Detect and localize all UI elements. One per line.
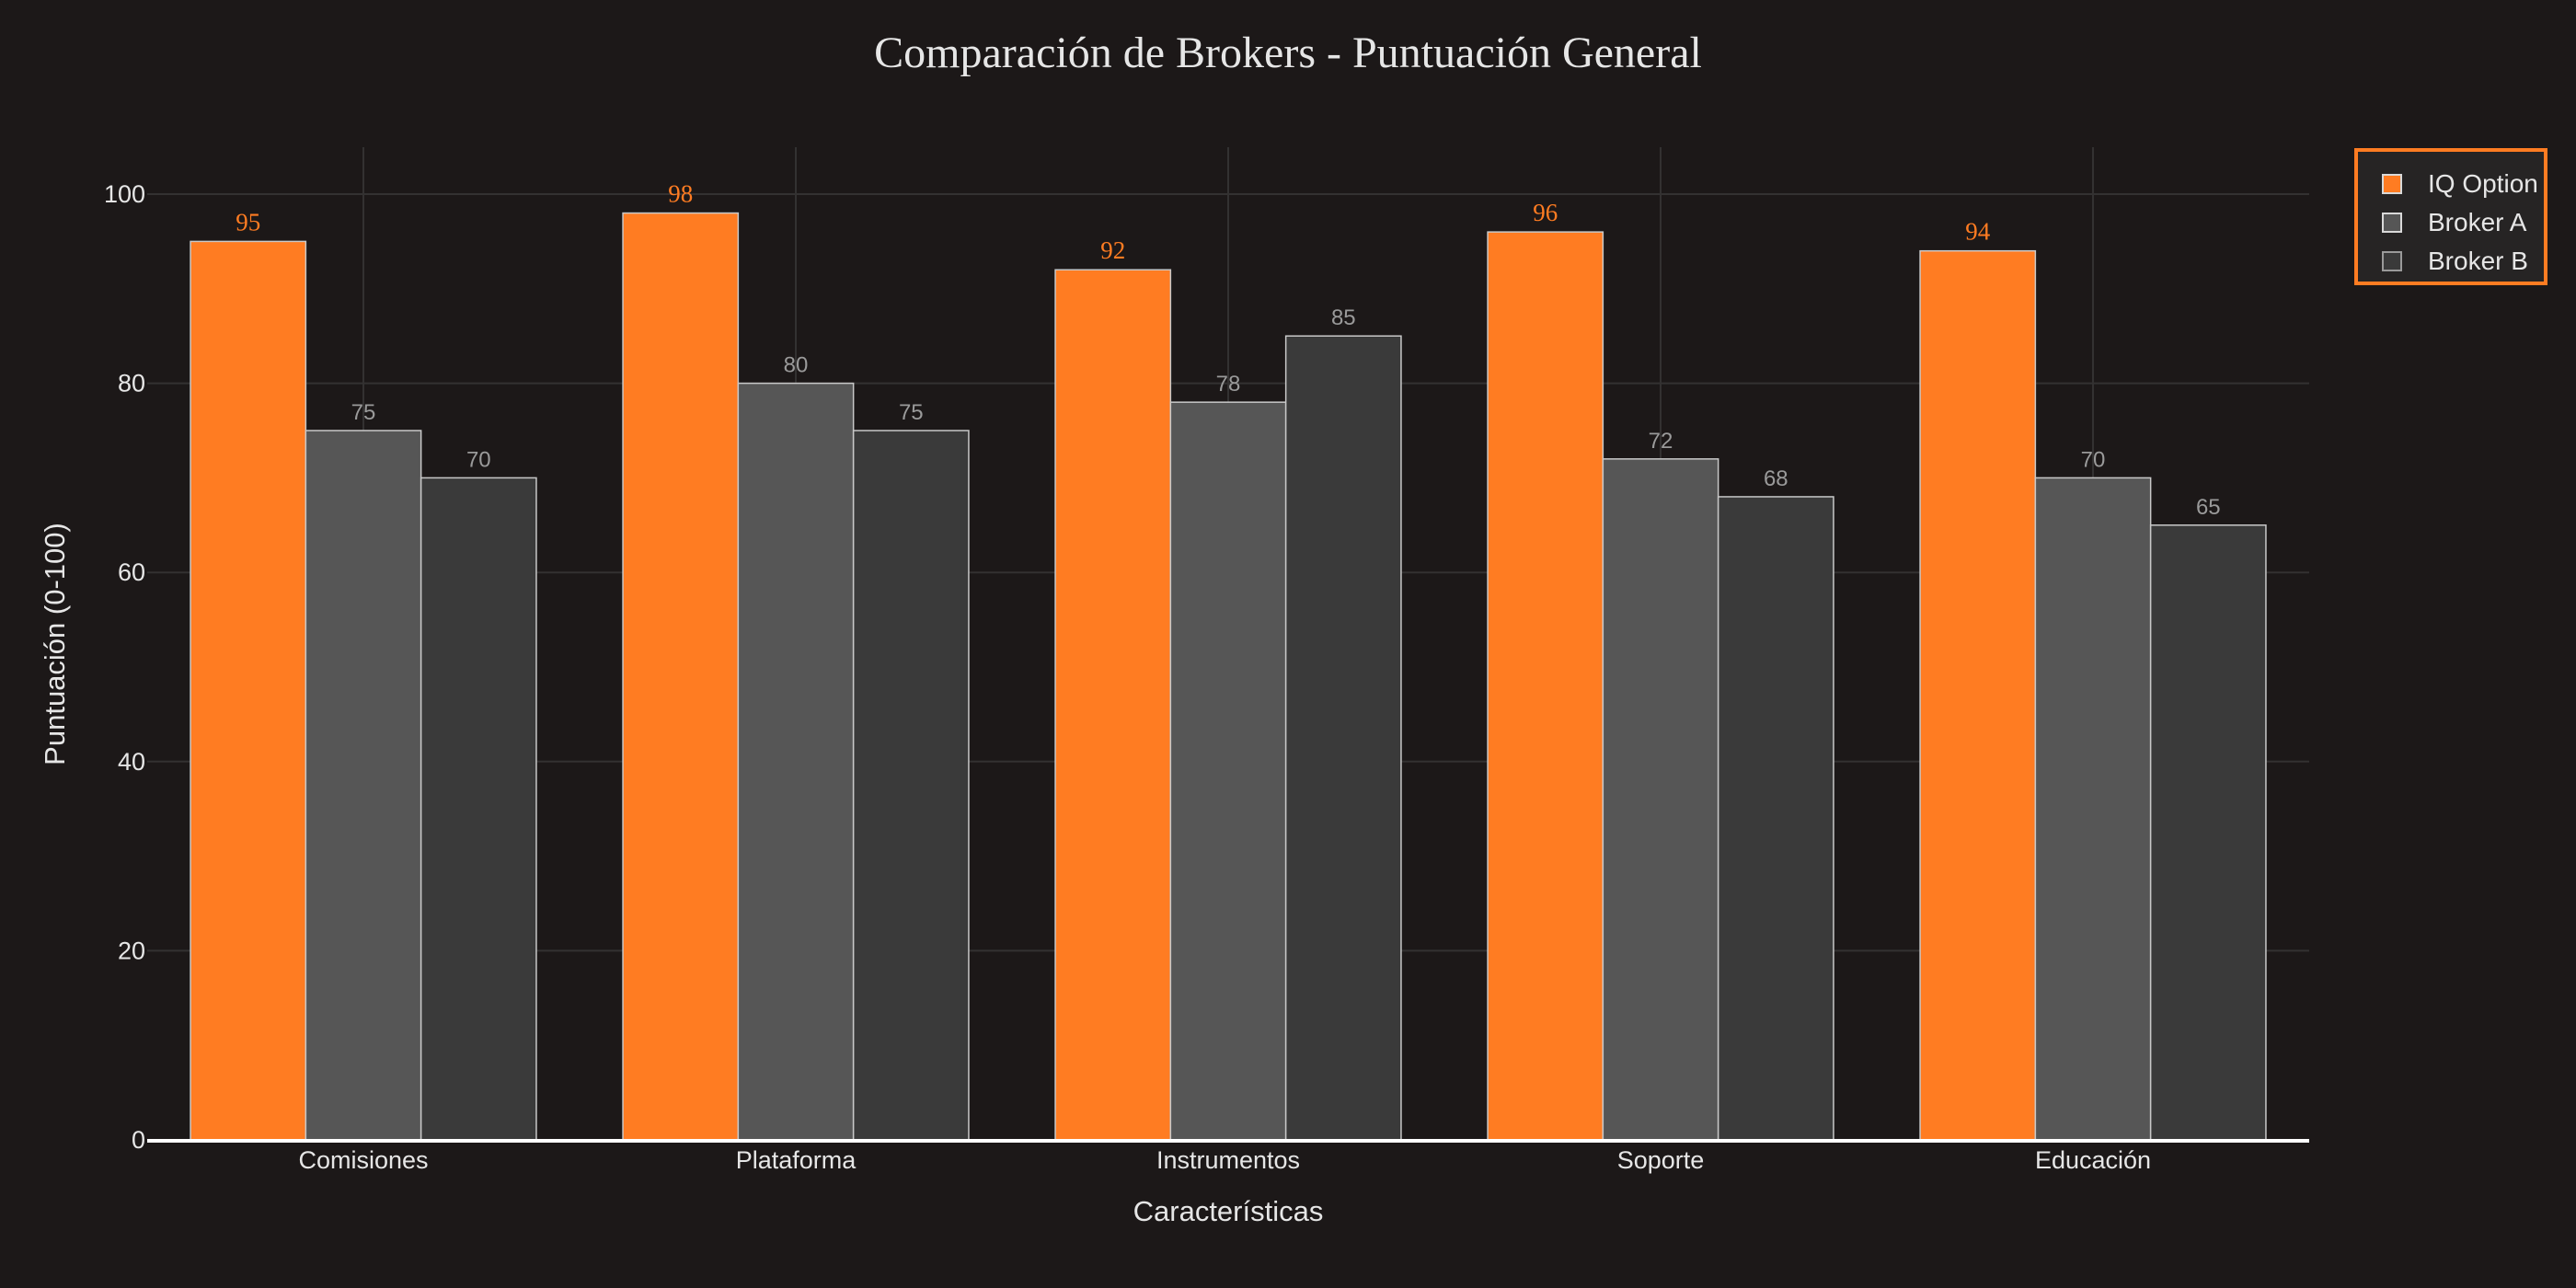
bar-value-label: 94 xyxy=(1965,218,1991,246)
x-axis-label: Características xyxy=(1133,1195,1324,1227)
bar-broker-b[interactable] xyxy=(1717,496,1834,1141)
legend-swatch-icon xyxy=(2382,213,2402,233)
x-tick-label: Plataforma xyxy=(736,1146,857,1174)
bar-value-label: 75 xyxy=(899,400,924,425)
y-axis-ticks: 0 20 40 60 80 100 xyxy=(104,180,145,1154)
series-broker-b: 70 75 85 68 65 xyxy=(420,305,2267,1141)
legend-label: IQ Option xyxy=(2428,169,2538,198)
y-tick-label: 80 xyxy=(118,370,145,397)
legend-item-iq-option[interactable]: IQ Option xyxy=(2358,165,2544,203)
bar-value-label: 95 xyxy=(236,208,260,236)
bar-broker-a[interactable] xyxy=(305,430,422,1141)
series-broker-a: 75 80 78 72 70 xyxy=(305,353,2152,1141)
legend-label: Broker A xyxy=(2428,208,2527,236)
chart-title: Comparación de Brokers - Puntuación Gene… xyxy=(874,29,1702,77)
y-tick-label: 60 xyxy=(118,558,145,586)
bar-value-label: 80 xyxy=(784,353,809,378)
bar-value-label: 98 xyxy=(668,180,693,208)
x-axis-ticks: Comisiones Plataforma Instrumentos Soporte E… xyxy=(298,1146,2151,1174)
bar-iq-option[interactable] xyxy=(1054,269,1172,1141)
x-tick-label: Instrumentos xyxy=(1156,1146,1300,1174)
x-tick-label: Educación xyxy=(2035,1146,2151,1174)
bar-broker-b[interactable] xyxy=(852,430,970,1141)
bar-broker-b[interactable] xyxy=(420,477,537,1141)
series-iq-option: 95 98 92 96 94 xyxy=(190,180,2037,1141)
bar-value-label: 70 xyxy=(2081,447,2106,472)
y-tick-label: 100 xyxy=(104,180,145,208)
y-axis-label: Puntuación (0-100) xyxy=(39,523,71,765)
bar-value-label: 65 xyxy=(2196,495,2221,520)
legend-item-broker-a[interactable]: Broker A xyxy=(2358,203,2544,242)
legend-swatch-icon xyxy=(2382,251,2402,271)
bar-value-label: 92 xyxy=(1100,236,1125,264)
bar-iq-option[interactable] xyxy=(1487,231,1604,1141)
bar-value-label: 70 xyxy=(466,447,491,472)
bar-iq-option[interactable] xyxy=(190,240,307,1141)
bar-broker-a[interactable] xyxy=(1602,458,1719,1141)
y-tick-label: 0 xyxy=(132,1126,145,1154)
bar-broker-a[interactable] xyxy=(1169,401,1287,1141)
bar-broker-a[interactable] xyxy=(737,382,855,1141)
bar-broker-b[interactable] xyxy=(2149,524,2267,1141)
bar-value-label: 72 xyxy=(1649,429,1673,454)
y-tick-label: 20 xyxy=(118,937,145,964)
bar-value-label: 96 xyxy=(1533,199,1558,226)
bar-series: 95 98 92 96 94 75 80 78 72 70 70 75 85 68 65 xyxy=(190,180,2267,1141)
bar-broker-b[interactable] xyxy=(1284,335,1402,1141)
legend-label: Broker B xyxy=(2428,247,2528,275)
legend: IQ Option Broker A Broker B xyxy=(2354,148,2547,285)
legend-item-broker-b[interactable]: Broker B xyxy=(2358,242,2544,281)
bar-iq-option[interactable] xyxy=(1919,249,2037,1141)
bar-iq-option[interactable] xyxy=(622,212,740,1141)
bar-value-label: 68 xyxy=(1764,466,1788,491)
bar-value-label: 75 xyxy=(351,400,376,425)
bar-value-label: 85 xyxy=(1331,305,1356,330)
x-tick-label: Soporte xyxy=(1617,1146,1705,1174)
bar-broker-a[interactable] xyxy=(2034,477,2152,1141)
y-tick-label: 40 xyxy=(118,748,145,776)
bar-value-label: 78 xyxy=(1216,372,1241,397)
x-tick-label: Comisiones xyxy=(298,1146,428,1174)
legend-swatch-icon xyxy=(2382,174,2402,194)
